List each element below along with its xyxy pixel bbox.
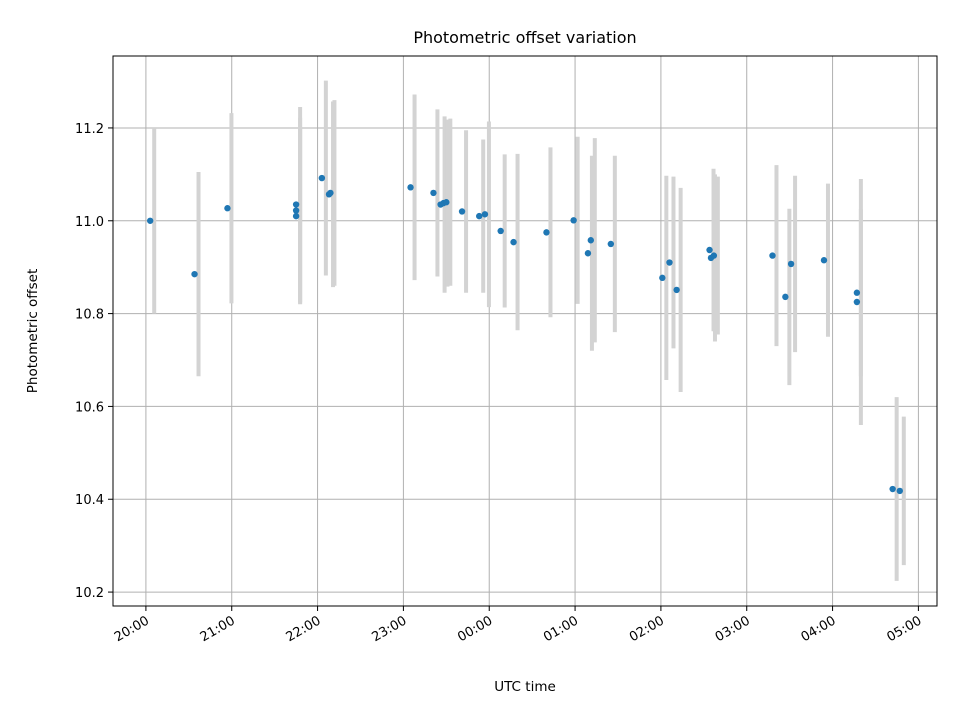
y-tick-label: 11.2 [75,122,104,137]
data-point [673,286,680,294]
data-point [292,207,300,214]
data-point [407,184,414,191]
data-point [896,487,904,495]
y-tick-label: 10.6 [75,400,104,415]
data-point [327,189,334,197]
data-point [787,260,795,268]
y-tick-label: 10.4 [75,493,104,508]
data-point [146,217,154,224]
data-point [430,189,437,197]
plot-frame [112,55,938,607]
y-axis-label: Photometric offset [25,269,41,393]
data-point [481,211,489,218]
data-point [820,257,828,264]
grid [113,56,937,606]
data-point [458,208,466,215]
x-axis-label: UTC time [494,679,556,695]
data-point [782,293,789,301]
data-point [607,240,615,248]
data-point [497,227,504,235]
data-point [318,174,326,182]
data-point [584,250,592,257]
data-point [224,205,231,212]
data-point [543,229,550,236]
data-point [710,252,718,259]
data-point [292,201,300,208]
chart-title: Photometric offset variation [413,28,636,47]
data-point [889,485,896,493]
data-point [443,199,450,206]
data-point [706,246,713,254]
data-point [570,217,577,224]
y-tick-label: 10.8 [75,308,104,323]
y-tick-label: 10.2 [75,586,104,601]
data-point [476,212,483,220]
data-points [146,174,904,495]
data-point [191,270,198,278]
data-point [666,259,673,266]
y-tick-label: 11.0 [75,215,104,230]
data-point [853,298,861,306]
data-point [510,238,517,246]
data-point [853,289,861,296]
data-point [659,274,666,282]
data-point [769,252,776,259]
error-bars [152,80,906,581]
data-point [587,237,595,244]
data-point [292,212,300,220]
